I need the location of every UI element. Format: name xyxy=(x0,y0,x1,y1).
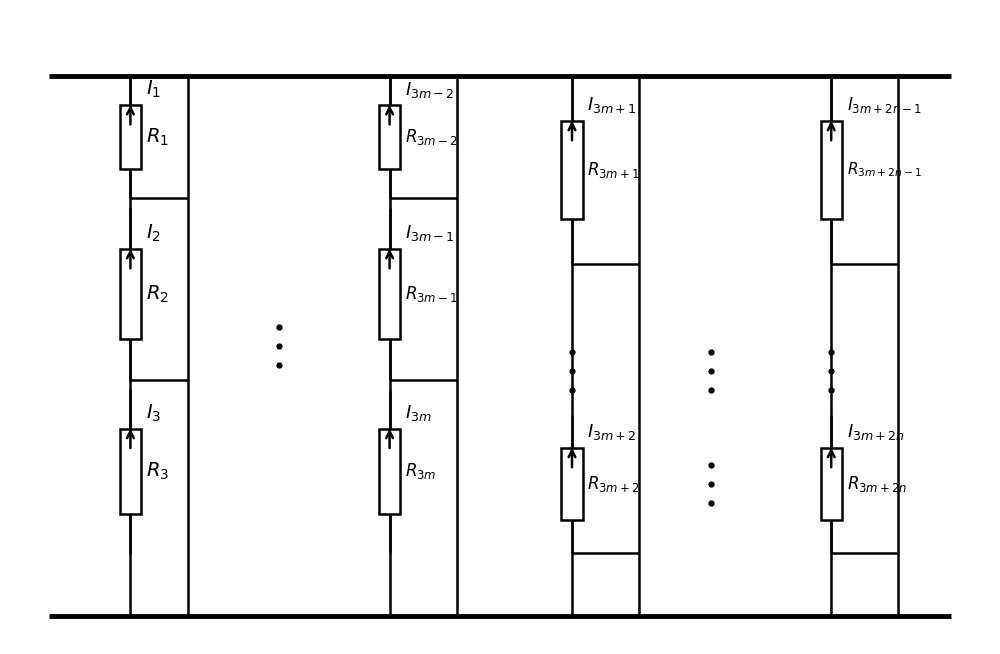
Text: $R_2$: $R_2$ xyxy=(146,283,169,305)
Text: $I_3$: $I_3$ xyxy=(146,403,161,424)
Bar xyxy=(379,105,400,169)
Bar xyxy=(379,429,400,514)
Text: $I_{3m+2n}$: $I_{3m+2n}$ xyxy=(847,422,905,442)
Bar xyxy=(120,105,141,169)
Bar xyxy=(561,448,583,520)
Text: $R_{3m+2n-1}$: $R_{3m+2n-1}$ xyxy=(847,161,922,179)
Text: $R_{3m-1}$: $R_{3m-1}$ xyxy=(405,284,458,304)
Text: $R_{3m+2n}$: $R_{3m+2n}$ xyxy=(847,474,907,494)
Text: $R_{3m+2}$: $R_{3m+2}$ xyxy=(587,474,640,494)
Text: $R_3$: $R_3$ xyxy=(146,461,169,482)
Bar xyxy=(821,448,842,520)
Bar xyxy=(821,121,842,219)
Text: $R_1$: $R_1$ xyxy=(146,126,169,148)
Text: $I_{3m+2n-1}$: $I_{3m+2n-1}$ xyxy=(847,95,922,115)
Bar xyxy=(379,249,400,339)
Text: $I_{3m+2}$: $I_{3m+2}$ xyxy=(587,422,637,442)
Text: $R_{3m+1}$: $R_{3m+1}$ xyxy=(587,160,640,180)
Text: $I_{3m-1}$: $I_{3m-1}$ xyxy=(405,224,455,243)
Bar xyxy=(561,121,583,219)
Text: $R_{3m}$: $R_{3m}$ xyxy=(405,462,436,481)
Bar xyxy=(120,249,141,339)
Text: $I_{3m-2}$: $I_{3m-2}$ xyxy=(405,80,455,99)
Text: $I_2$: $I_2$ xyxy=(146,223,161,244)
Text: $I_{3m+1}$: $I_{3m+1}$ xyxy=(587,95,637,115)
Text: $R_{3m-2}$: $R_{3m-2}$ xyxy=(405,127,458,147)
Text: $I_1$: $I_1$ xyxy=(146,79,161,100)
Text: $I_{3m}$: $I_{3m}$ xyxy=(405,404,431,423)
Bar xyxy=(120,429,141,514)
